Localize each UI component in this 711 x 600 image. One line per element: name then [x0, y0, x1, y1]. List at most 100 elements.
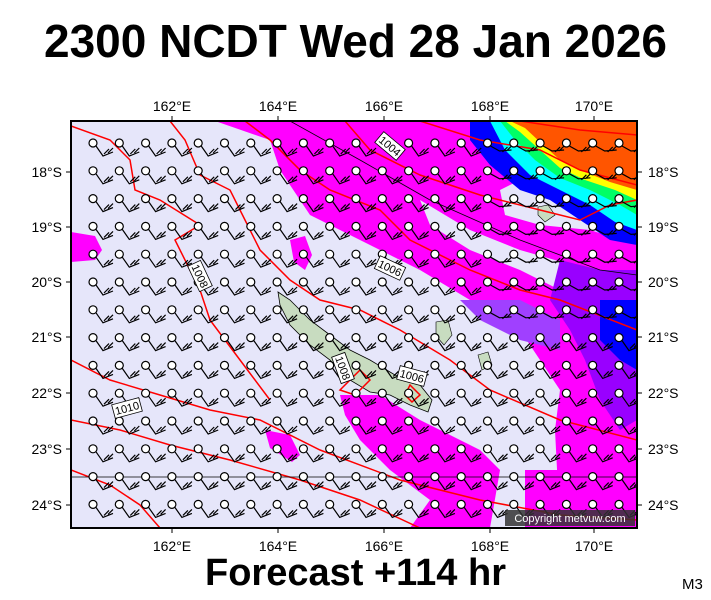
wind-barb-icon	[588, 166, 618, 181]
wind-barb-icon	[272, 221, 298, 241]
wind-barb-icon	[141, 333, 167, 352]
wind-barb-icon	[114, 333, 140, 352]
wind-barb-icon	[298, 221, 324, 241]
wind-barb-icon	[325, 249, 351, 268]
wind-barb-icon	[193, 360, 219, 380]
wind-barb-icon	[141, 166, 167, 185]
wind-barb-icon	[141, 444, 167, 463]
wind-barb-icon	[535, 444, 561, 463]
wind-barb-icon	[167, 221, 193, 241]
isobar-label-1006: 1006	[396, 365, 428, 387]
latitude-label-left: 19°S	[31, 219, 62, 235]
wind-barb-icon	[114, 194, 140, 213]
wind-barb-icon	[404, 333, 430, 352]
wind-barb-icon	[509, 166, 539, 181]
wind-barb-icon	[614, 388, 637, 407]
longitude-label-bottom: 162°E	[153, 538, 191, 554]
latitude-label-right: 23°S	[648, 441, 679, 457]
wind-barb-icon	[88, 138, 114, 157]
wind-barb-icon	[509, 444, 535, 463]
wind-barb-icon	[88, 472, 114, 491]
wind-barb-icon	[114, 360, 140, 380]
longitude-label-top: 162°E	[153, 98, 191, 114]
latitude-label-left: 21°S	[31, 329, 62, 345]
wind-barb-icon	[404, 305, 430, 324]
wind-barb-icon	[535, 138, 565, 153]
wind-barb-icon	[141, 249, 167, 268]
wind-barb-icon	[272, 416, 298, 435]
wind-barb-icon	[246, 333, 272, 352]
isobar-label-1004: 1004	[374, 131, 406, 161]
isobar-label-1010: 1010	[111, 397, 143, 419]
wind-barb-icon	[561, 388, 587, 407]
wind-barb-icon	[298, 388, 324, 407]
wind-barb-icon	[482, 277, 512, 292]
wind-barb-icon	[193, 249, 219, 268]
wind-barb-icon	[482, 166, 512, 181]
latitude-label-right: 19°S	[648, 219, 679, 235]
wind-barb-icon	[535, 166, 565, 181]
wind-barb-icon	[246, 499, 272, 519]
wind-barb-icon	[561, 249, 591, 264]
wind-barb-icon	[141, 305, 167, 324]
wind-barb-icon	[325, 499, 351, 519]
wind-barb-icon	[561, 416, 587, 435]
wind-barb-icon	[430, 499, 456, 519]
wind-barb-icon	[561, 138, 591, 153]
wind-barb-icon	[167, 277, 193, 296]
wind-barb-icon	[246, 444, 272, 463]
wind-barb-icon	[588, 249, 618, 264]
wind-barb-icon	[588, 277, 618, 292]
wind-barb-icon	[219, 277, 245, 296]
wind-barb-icon	[561, 221, 591, 236]
wind-barb-icon	[377, 388, 403, 407]
wind-barb-icon	[325, 194, 351, 213]
wind-barb-icon	[561, 360, 587, 380]
wind-barb-icon	[377, 499, 403, 519]
wind-barb-icon	[404, 277, 430, 296]
wind-barb-icon	[535, 333, 561, 352]
wind-barb-icon	[193, 416, 219, 435]
wind-barb-icon	[535, 221, 565, 236]
longitude-label-bottom: 170°E	[575, 538, 613, 554]
wind-barb-icon	[167, 416, 193, 435]
wind-barb-icon	[246, 416, 272, 435]
wind-barb-icon	[114, 166, 140, 185]
wind-barb-icon	[377, 333, 403, 352]
latitude-label-right: 18°S	[648, 164, 679, 180]
wind-barb-icon	[246, 305, 272, 324]
wind-barb-icon	[456, 444, 482, 463]
wind-barb-icon	[141, 388, 167, 407]
wind-barb-icon	[272, 499, 298, 519]
wind-barb-icon	[219, 221, 245, 241]
wind-barb-icon	[456, 388, 482, 407]
wind-barb-icon	[535, 249, 565, 264]
wind-barb-icon	[482, 416, 508, 435]
wind-barb-icon	[456, 360, 482, 380]
wind-barb-icon	[88, 416, 114, 435]
wind-barb-icon	[456, 138, 482, 157]
wind-barb-icon	[509, 277, 539, 292]
wind-barb-icon	[430, 333, 456, 352]
wind-barb-icon	[193, 305, 219, 324]
map-area: 1004 1006 1006 1008 1008 1010 Copyright …	[71, 121, 637, 528]
wind-barb-icon	[509, 360, 535, 380]
wind-barb-icon	[377, 472, 403, 491]
wind-barb-icon	[272, 388, 298, 407]
wind-barb-icon	[246, 277, 272, 296]
wind-barb-icon	[167, 249, 193, 268]
wind-barb-icon	[482, 472, 508, 491]
wind-barb-icon	[114, 444, 140, 463]
wind-barb-icon	[430, 249, 456, 268]
wind-barb-icon	[325, 221, 351, 241]
wind-barb-icon	[298, 277, 324, 296]
latitude-label-left: 20°S	[31, 274, 62, 290]
wind-barb-icon	[535, 194, 565, 209]
wind-barb-icon	[298, 138, 324, 157]
latitude-label-left: 22°S	[31, 385, 62, 401]
wind-barb-icon	[614, 360, 637, 380]
latitude-label-left: 23°S	[31, 441, 62, 457]
wind-barb-icon	[88, 277, 114, 296]
latitude-label-left: 18°S	[31, 164, 62, 180]
wind-barb-icon	[88, 249, 114, 268]
